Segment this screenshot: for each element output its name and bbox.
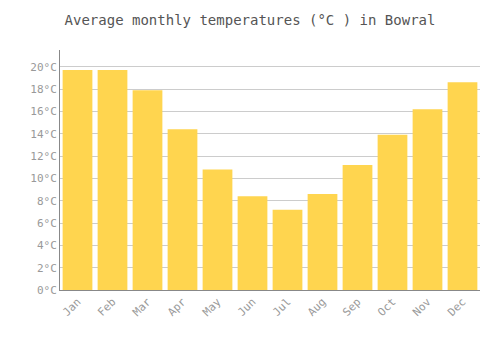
svg-text:Sep: Sep: [340, 296, 363, 319]
svg-text:Apr: Apr: [165, 295, 189, 319]
svg-text:Mar: Mar: [130, 295, 154, 319]
svg-text:18°C: 18°C: [30, 83, 57, 96]
svg-text:Nov: Nov: [410, 295, 434, 319]
svg-text:May: May: [200, 295, 224, 319]
svg-text:Dec: Dec: [445, 296, 468, 319]
svg-text:Feb: Feb: [95, 296, 118, 319]
svg-text:8°C: 8°C: [37, 195, 57, 208]
svg-text:0°C: 0°C: [37, 284, 57, 297]
svg-text:Oct: Oct: [375, 296, 398, 319]
svg-text:4°C: 4°C: [37, 239, 57, 252]
svg-text:Jul: Jul: [270, 296, 293, 319]
svg-text:2°C: 2°C: [37, 262, 57, 275]
svg-text:20°C: 20°C: [30, 61, 57, 74]
svg-text:12°C: 12°C: [30, 150, 57, 163]
svg-text:Jun: Jun: [235, 296, 258, 319]
svg-text:16°C: 16°C: [30, 105, 57, 118]
svg-text:14°C: 14°C: [30, 128, 57, 141]
svg-text:Jan: Jan: [60, 296, 83, 319]
svg-text:Average monthly temperatures (: Average monthly temperatures (°C ) in Bo…: [65, 12, 436, 28]
svg-text:Aug: Aug: [305, 296, 328, 319]
svg-text:10°C: 10°C: [30, 172, 57, 185]
svg-text:6°C: 6°C: [37, 217, 57, 230]
